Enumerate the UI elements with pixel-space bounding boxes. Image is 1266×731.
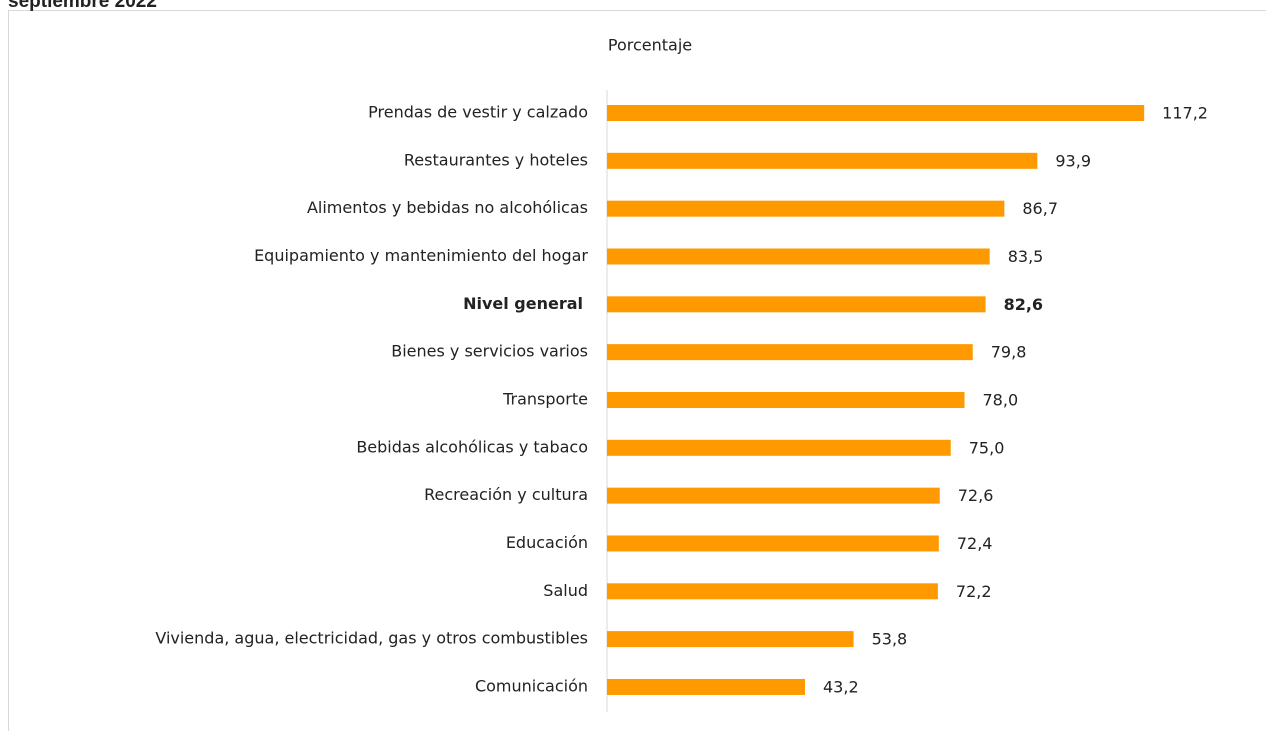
value-label: 117,2 [1162,104,1208,123]
category-label: Vivienda, agua, electricidad, gas y otro… [155,629,588,648]
bar [607,105,1145,121]
value-label: 86,7 [1022,199,1058,218]
bar [607,248,990,265]
category-label: Recreación y cultura [424,485,588,504]
category-label: Bebidas alcohólicas y tabaco [356,437,588,456]
bar [607,152,1038,169]
category-label: Bienes y servicios varios [391,342,588,361]
axis-label: Porcentaje [608,36,692,55]
bar [607,391,965,408]
value-label: 83,5 [1008,247,1044,266]
value-label: 53,8 [872,630,908,649]
chart-title: septiembre 2022 [8,0,157,12]
value-label: 43,2 [823,677,859,696]
category-label: Salud [543,581,588,600]
bar [607,296,986,313]
category-label: Restaurantes y hoteles [404,150,588,169]
bar [607,631,854,648]
bar [607,344,973,361]
category-label: Equipamiento y mantenimiento del hogar [254,246,588,265]
value-label: 79,8 [991,343,1027,362]
category-label: Prendas de vestir y calzado [368,103,588,122]
value-label: 75,0 [969,438,1005,457]
category-label: Nivel general [463,294,583,313]
category-label: Comunicación [475,676,588,695]
value-label: 72,6 [958,486,994,505]
bar [607,200,1005,217]
bar [607,439,951,456]
bar [607,487,940,504]
value-label: 78,0 [983,390,1019,409]
value-label: 82,6 [1004,295,1043,314]
bar [607,535,939,552]
value-label: 93,9 [1055,151,1091,170]
value-label: 72,4 [957,534,993,553]
chart-frame [8,10,1266,731]
bar [607,583,938,600]
category-label: Transporte [502,389,588,408]
category-label: Educación [506,533,588,552]
category-label: Alimentos y bebidas no alcohólicas [307,198,588,217]
bar [607,678,805,695]
value-label: 72,2 [956,582,992,601]
